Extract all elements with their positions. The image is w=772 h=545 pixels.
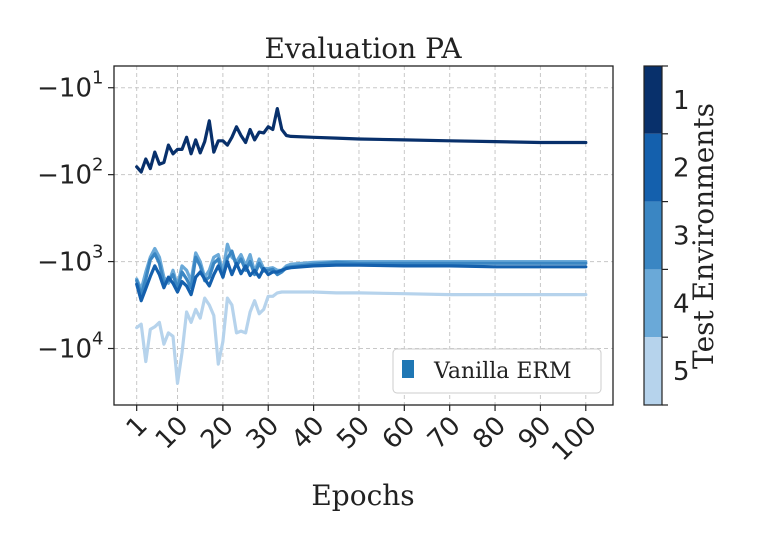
colorbar-tick-label: 4	[673, 289, 690, 319]
y-tick-label: −10	[37, 248, 92, 278]
colorbar-tick-label: 1	[673, 86, 690, 116]
series-line-env-2	[135, 260, 588, 303]
y-tick-exponent: 4	[92, 329, 103, 350]
legend: Vanilla ERM	[392, 348, 602, 394]
y-tick-exponent: 3	[92, 242, 103, 263]
plot-frame	[113, 65, 614, 406]
series-line-env-1	[135, 106, 588, 174]
legend-box	[392, 348, 602, 394]
series-line-env-5	[135, 290, 588, 385]
colorbar-segment-2	[644, 133, 662, 202]
chart-title: Evaluation PA	[264, 32, 462, 65]
legend-entry-vanilla-erm: Vanilla ERM	[433, 359, 572, 384]
series-line-env-4	[135, 242, 588, 291]
legend-swatch	[402, 360, 414, 378]
x-axis-label: Epochs	[311, 479, 414, 512]
series-lines	[135, 106, 588, 385]
colorbar-label: Test Environments	[687, 103, 720, 369]
colorbar-tick-label: 2	[673, 154, 690, 184]
colorbar-segment-1	[644, 66, 662, 134]
colorbar-segment-5	[644, 337, 662, 405]
colorbar: 1 2 3 4 5	[643, 65, 690, 406]
y-tick-exponent: 1	[92, 68, 103, 89]
colorbar-segment-3	[644, 201, 662, 270]
y-tick-label: −10	[37, 74, 92, 104]
colorbar-segment-4	[644, 269, 662, 338]
colorbar-tick-label: 3	[673, 222, 690, 252]
y-tick-exponent: 2	[92, 155, 103, 176]
colorbar-tick-label: 5	[673, 357, 690, 387]
y-tick-label: −10	[37, 335, 92, 365]
colorbar-frame	[643, 65, 663, 406]
y-tick-label: −10	[37, 161, 92, 191]
